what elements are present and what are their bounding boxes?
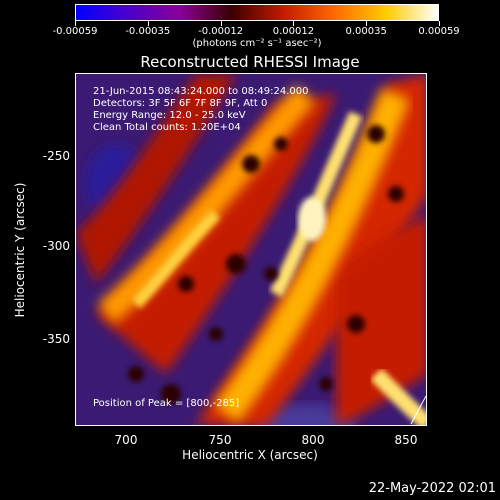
- colorbar-tick-label: 0.00012: [272, 26, 315, 37]
- emission-region: [96, 94, 336, 374]
- bright-ridge: [213, 88, 410, 423]
- edge-marker: [410, 395, 426, 425]
- peak-position: Position of Peak = [800,-285]: [93, 398, 240, 409]
- y-axis-label: Heliocentric Y (arcsec): [13, 182, 27, 318]
- colorbar-tick: [366, 21, 368, 26]
- bright-ridge: [97, 85, 316, 324]
- colorbar-tick-label: 0.00059: [418, 26, 460, 37]
- x-tick-label: 850: [394, 433, 418, 447]
- x-tick-label: 700: [114, 433, 138, 447]
- image-title: Reconstructed RHESSI Image: [140, 53, 360, 71]
- info-energy: Energy Range: 12.0 - 25.0 keV: [93, 110, 246, 121]
- x-tick-label: 800: [301, 433, 325, 447]
- colorbar-tick-label: -0.00059: [52, 26, 98, 37]
- info-time-range: 21-Jun-2015 08:43:24.000 to 08:49:24.000: [93, 86, 309, 97]
- colorbar-units: (photons cm⁻² s⁻¹ asec⁻²): [192, 38, 322, 49]
- info-detectors: Detectors: 3F 5F 6F 7F 8F 9F, Att 0: [93, 98, 268, 109]
- colorbar-tick-label: -0.00035: [125, 26, 171, 37]
- low-emission-region: [256, 404, 356, 425]
- colorbar-tick: [293, 21, 295, 26]
- peak-emission: [298, 197, 326, 241]
- colorbar-tick: [220, 21, 222, 26]
- y-tick-label: -250: [42, 149, 70, 163]
- colorbar: [75, 4, 439, 21]
- bright-core: [131, 209, 221, 309]
- colorbar-tick: [439, 21, 440, 26]
- colorbar-tick-label: -0.00012: [198, 26, 244, 37]
- solar-image-map: [76, 74, 426, 425]
- info-clean: Clean Total counts: 1.20E+04: [93, 122, 241, 133]
- bright-ridge: [370, 368, 426, 425]
- y-tick-label: -350: [42, 332, 70, 346]
- dark-spots: [128, 125, 404, 404]
- colorbar-tick: [147, 21, 149, 26]
- solar-image: [75, 73, 427, 426]
- x-axis-label: Heliocentric X (arcsec): [182, 448, 318, 462]
- emission-region: [336, 215, 426, 425]
- x-tick-label: 750: [208, 433, 232, 447]
- colorbar-tick-label: 0.00035: [345, 26, 387, 37]
- colorbar-tick: [75, 21, 76, 26]
- y-tick-label: -300: [42, 239, 70, 253]
- emission-region: [76, 74, 236, 284]
- timestamp: 22-May-2022 02:01: [368, 481, 496, 496]
